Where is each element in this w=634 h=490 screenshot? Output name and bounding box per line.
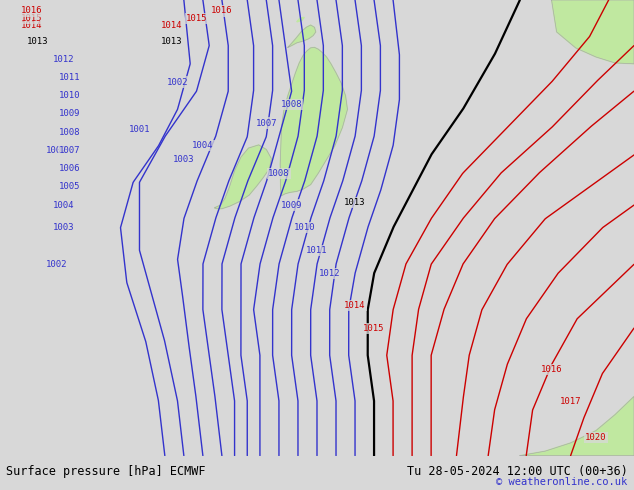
Text: 1006: 1006	[59, 164, 81, 173]
Text: 1004: 1004	[192, 141, 214, 150]
Text: 1002: 1002	[46, 260, 68, 269]
Text: 1016: 1016	[211, 6, 233, 16]
Text: 1010: 1010	[59, 91, 81, 100]
Text: 1002: 1002	[167, 77, 188, 87]
Polygon shape	[280, 48, 347, 196]
Text: 1016: 1016	[541, 365, 562, 373]
Text: 1012: 1012	[319, 269, 340, 278]
Text: 1007: 1007	[256, 119, 277, 127]
Text: 1003: 1003	[53, 223, 74, 232]
Text: Surface pressure [hPa] ECMWF: Surface pressure [hPa] ECMWF	[6, 466, 206, 478]
Polygon shape	[520, 396, 634, 456]
Text: 1012: 1012	[53, 55, 74, 64]
Text: 1008: 1008	[268, 169, 290, 178]
Text: 1007: 1007	[59, 146, 81, 155]
Text: 1009: 1009	[281, 200, 302, 210]
Text: 1003: 1003	[173, 155, 195, 164]
Text: 1001: 1001	[129, 125, 150, 134]
Text: 1015: 1015	[363, 323, 385, 333]
Text: 1013: 1013	[27, 37, 49, 46]
Text: 1014: 1014	[21, 21, 42, 30]
Text: 1013: 1013	[344, 198, 366, 207]
Text: 1004: 1004	[53, 200, 74, 210]
Text: 1014: 1014	[160, 21, 182, 30]
Text: 1011: 1011	[306, 246, 328, 255]
Text: 1013: 1013	[160, 37, 182, 46]
Text: 1016: 1016	[21, 6, 42, 16]
Text: 1005: 1005	[59, 182, 81, 191]
Text: 1008: 1008	[59, 128, 81, 137]
Polygon shape	[288, 25, 316, 48]
Polygon shape	[214, 145, 271, 209]
Text: 1014: 1014	[344, 301, 366, 310]
Polygon shape	[552, 0, 634, 64]
Text: 1009: 1009	[59, 109, 81, 119]
Text: Tu 28-05-2024 12:00 UTC (00+36): Tu 28-05-2024 12:00 UTC (00+36)	[407, 466, 628, 478]
Text: 1011: 1011	[59, 73, 81, 82]
Text: 1002: 1002	[46, 146, 68, 155]
Text: 1015: 1015	[186, 14, 207, 23]
Text: © weatheronline.co.uk: © weatheronline.co.uk	[496, 477, 628, 487]
Text: 1010: 1010	[294, 223, 315, 232]
Text: 1015: 1015	[21, 14, 42, 23]
Text: 1008: 1008	[281, 100, 302, 109]
Text: 1020: 1020	[585, 433, 607, 442]
Polygon shape	[297, 17, 304, 22]
Text: 1017: 1017	[560, 396, 581, 406]
